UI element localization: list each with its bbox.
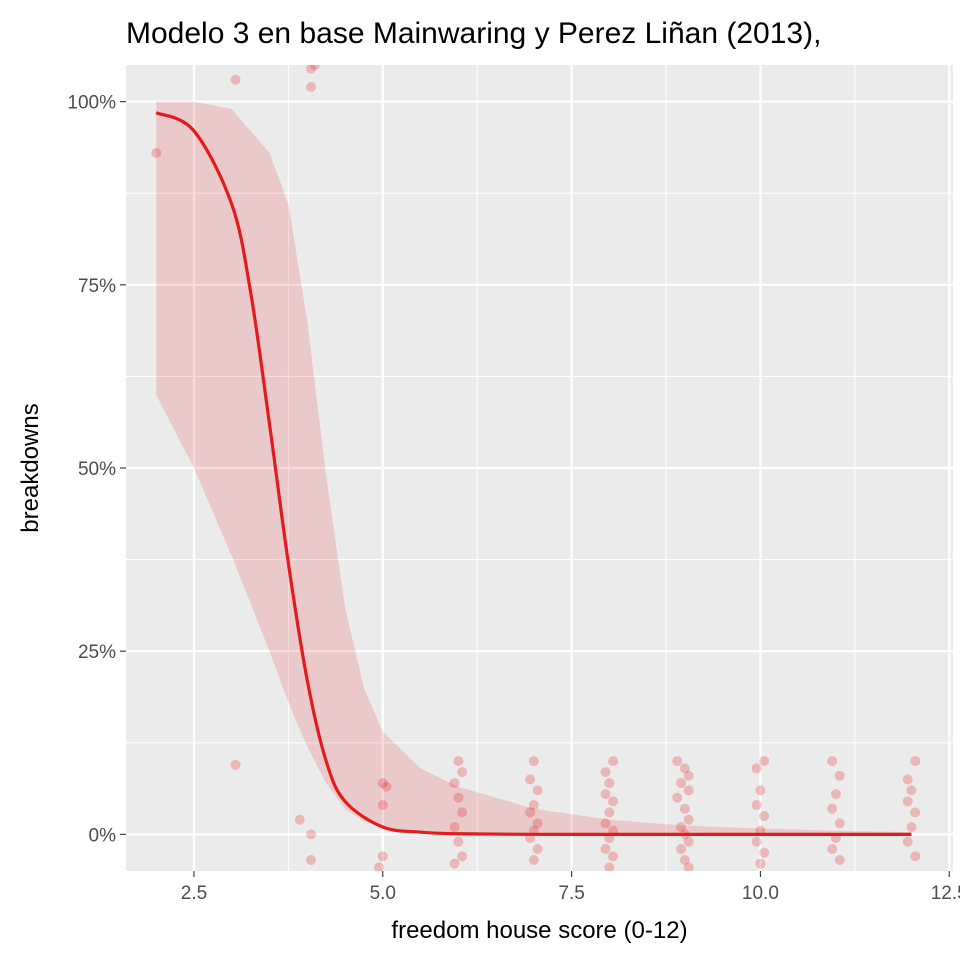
data-point xyxy=(830,789,841,800)
data-point xyxy=(381,781,392,792)
data-point xyxy=(759,756,770,767)
data-point xyxy=(600,789,611,800)
data-point xyxy=(834,770,845,781)
data-point xyxy=(751,800,762,811)
data-point xyxy=(600,818,611,829)
data-point xyxy=(683,814,694,825)
data-point xyxy=(759,847,770,858)
data-point xyxy=(751,836,762,847)
data-point xyxy=(751,763,762,774)
y-tick-label: 100% xyxy=(67,93,116,114)
data-point xyxy=(683,836,694,847)
data-point xyxy=(230,759,241,770)
data-point xyxy=(306,829,317,840)
data-point xyxy=(532,844,543,855)
data-point xyxy=(230,74,241,85)
data-point xyxy=(604,778,615,789)
data-point xyxy=(608,796,619,807)
data-point xyxy=(827,844,838,855)
chart-title: Modelo 3 en base Mainwaring y Perez Liña… xyxy=(126,17,821,50)
y-tick-label: 0% xyxy=(89,825,117,846)
data-point xyxy=(827,756,838,767)
data-point xyxy=(449,822,460,833)
data-point xyxy=(377,800,388,811)
data-point xyxy=(672,792,683,803)
data-point xyxy=(453,792,464,803)
confidence-band xyxy=(156,101,912,835)
data-point xyxy=(604,862,615,871)
data-point xyxy=(683,862,694,871)
data-point xyxy=(377,851,388,862)
data-point xyxy=(453,756,464,767)
data-point xyxy=(676,778,687,789)
data-point xyxy=(151,147,162,158)
data-point xyxy=(600,844,611,855)
y-tick-label: 25% xyxy=(78,642,116,663)
data-point xyxy=(528,756,539,767)
data-point xyxy=(525,807,536,818)
data-point xyxy=(306,855,317,866)
data-point xyxy=(834,818,845,829)
data-point xyxy=(679,855,690,866)
x-axis-title: freedom house score (0-12) xyxy=(391,917,687,944)
data-points xyxy=(151,65,921,871)
data-point xyxy=(910,807,921,818)
y-tick-label: 75% xyxy=(78,276,116,297)
x-tick-label: 12.5 xyxy=(931,883,960,904)
data-point xyxy=(906,785,917,796)
data-point xyxy=(906,822,917,833)
data-point xyxy=(374,862,385,871)
data-point xyxy=(309,65,320,70)
data-point xyxy=(604,807,615,818)
x-tick-label: 5.0 xyxy=(370,883,396,904)
data-point xyxy=(449,778,460,789)
data-point xyxy=(457,851,468,862)
data-point xyxy=(600,767,611,778)
data-point xyxy=(306,65,317,74)
data-point xyxy=(683,785,694,796)
data-point xyxy=(608,851,619,862)
data-point xyxy=(902,796,913,807)
x-tick-label: 10.0 xyxy=(742,883,779,904)
data-point xyxy=(683,770,694,781)
x-tick-label: 7.5 xyxy=(558,883,584,904)
data-point xyxy=(759,811,770,822)
data-point xyxy=(306,81,317,92)
data-point xyxy=(457,767,468,778)
data-point xyxy=(755,858,766,869)
data-point xyxy=(453,836,464,847)
data-point xyxy=(676,844,687,855)
data-point xyxy=(679,763,690,774)
data-point xyxy=(525,774,536,785)
data-point xyxy=(910,851,921,862)
y-axis-title: breakdowns xyxy=(17,403,44,532)
data-point xyxy=(532,785,543,796)
data-point xyxy=(755,785,766,796)
x-axis: 2.5 5.0 7.5 10.0 12.5 xyxy=(181,871,960,904)
y-axis: 0% 25% 50% 75% 100% xyxy=(67,93,126,846)
x-tick-label: 2.5 xyxy=(181,883,207,904)
data-point xyxy=(608,756,619,767)
data-point xyxy=(827,803,838,814)
data-point xyxy=(457,807,468,818)
data-point xyxy=(532,818,543,829)
data-point xyxy=(528,855,539,866)
y-tick-label: 50% xyxy=(78,459,116,480)
data-point xyxy=(910,756,921,767)
data-point xyxy=(449,858,460,869)
data-point xyxy=(528,800,539,811)
data-point xyxy=(377,778,388,789)
data-point xyxy=(672,756,683,767)
data-point xyxy=(676,822,687,833)
fitted-curve xyxy=(155,111,912,836)
data-point xyxy=(679,803,690,814)
data-point xyxy=(294,814,305,825)
data-point xyxy=(834,855,845,866)
data-point xyxy=(902,836,913,847)
data-point xyxy=(902,774,913,785)
